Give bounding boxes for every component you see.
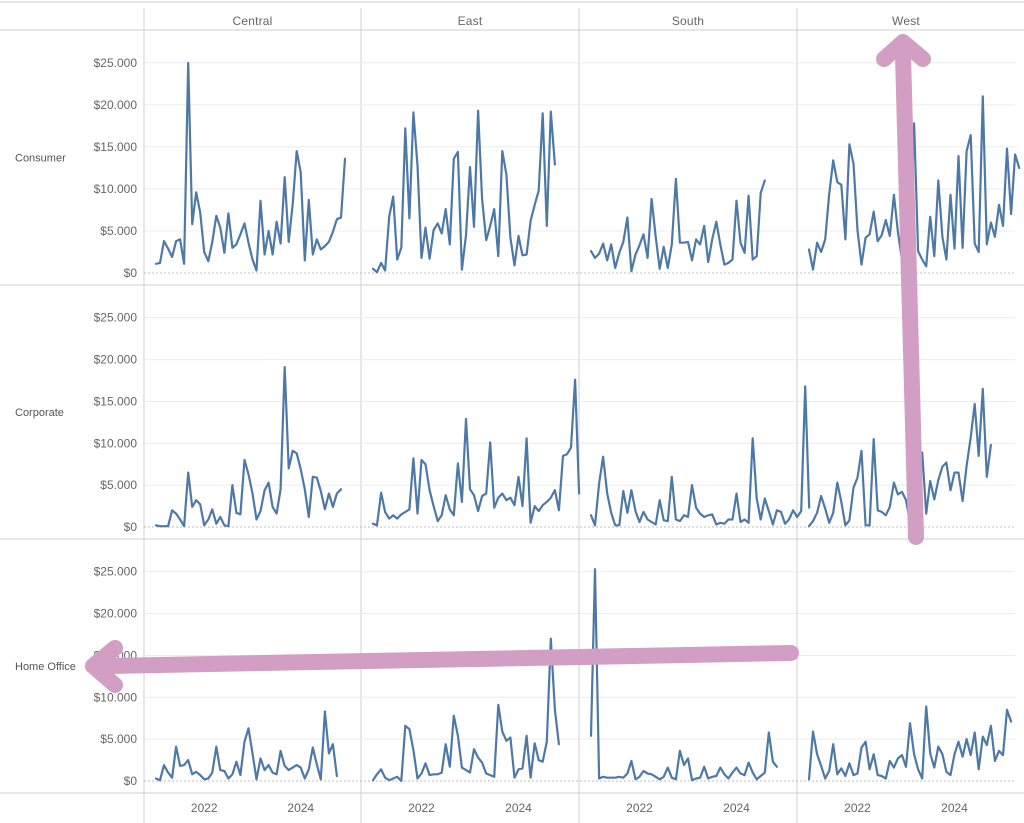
column-header-south: South bbox=[672, 14, 704, 28]
x-tick-label: 2024 bbox=[287, 801, 314, 815]
column-header-west: West bbox=[892, 14, 920, 28]
x-tick-label: 2022 bbox=[191, 801, 218, 815]
annotation-arrow-up-shaft bbox=[895, 47, 924, 545]
x-tick-label: 2022 bbox=[626, 801, 653, 815]
y-tick-label: $10.000 bbox=[94, 436, 138, 450]
row-header-corporate: Corporate bbox=[15, 407, 64, 419]
y-tick-label: $15.000 bbox=[94, 140, 138, 154]
series-line-corporate-south bbox=[589, 385, 811, 527]
row-header-home-office: Home Office bbox=[15, 661, 76, 673]
y-tick-label: $10.000 bbox=[94, 690, 138, 704]
y-tick-label: $20.000 bbox=[94, 607, 138, 621]
headers: Central East South West Consumer Corporate Hom… bbox=[15, 14, 920, 673]
annotations bbox=[85, 34, 931, 693]
series-line-consumer-west bbox=[807, 95, 1021, 271]
row-header-consumer: Consumer bbox=[15, 153, 66, 165]
x-tick-label: 2024 bbox=[505, 801, 532, 815]
series-line-home-office-central bbox=[154, 710, 338, 782]
y-tick-label: $5.000 bbox=[100, 478, 137, 492]
x-tick-label: 2024 bbox=[723, 801, 750, 815]
series-line-home-office-east bbox=[371, 637, 561, 783]
series-line-corporate-central bbox=[154, 366, 343, 528]
series-line-corporate-east bbox=[371, 378, 581, 527]
series-line-corporate-west bbox=[807, 387, 993, 528]
y-tick-label: $0 bbox=[124, 774, 138, 788]
y-tick-label: $5.000 bbox=[100, 732, 137, 746]
y-tick-label: $5.000 bbox=[100, 224, 137, 238]
y-tick-label: $0 bbox=[124, 266, 138, 280]
column-header-central: Central bbox=[232, 14, 272, 28]
y-tick-label: $25.000 bbox=[94, 311, 138, 325]
series-line-consumer-central bbox=[154, 61, 347, 272]
axes: $0 $5.000 $10.000 $15.000 $20.000 $25.000 $0 $5… bbox=[94, 56, 969, 815]
y-tick-label: $25.000 bbox=[94, 56, 138, 70]
y-tick-label: $10.000 bbox=[94, 182, 138, 196]
y-tick-label: $20.000 bbox=[94, 98, 138, 112]
x-tick-label: 2024 bbox=[941, 801, 968, 815]
series-line-home-office-west bbox=[807, 705, 1013, 781]
y-tick-label: $0 bbox=[124, 520, 138, 534]
series-line-consumer-south bbox=[589, 177, 766, 273]
series-line-consumer-east bbox=[371, 109, 557, 274]
series-layer bbox=[154, 61, 1021, 783]
y-tick-label: $25.000 bbox=[94, 565, 138, 579]
y-tick-label: $15.000 bbox=[94, 394, 138, 408]
annotation-arrow-up-head bbox=[876, 34, 931, 67]
y-tick-label: $20.000 bbox=[94, 353, 138, 367]
series-line-home-office-south bbox=[589, 568, 779, 782]
column-header-east: East bbox=[458, 14, 483, 28]
x-tick-label: 2022 bbox=[844, 801, 871, 815]
annotation-arrow-left-shaft bbox=[97, 645, 799, 674]
x-tick-label: 2022 bbox=[408, 801, 435, 815]
annotation-arrow-left-head bbox=[85, 640, 123, 693]
